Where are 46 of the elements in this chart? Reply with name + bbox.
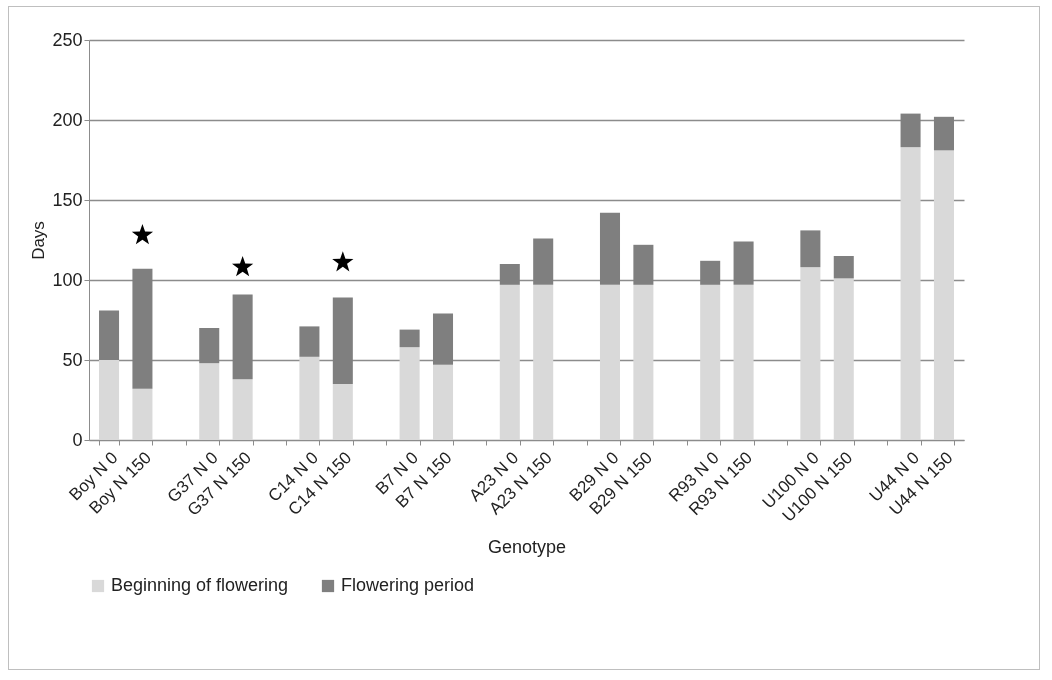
bar xyxy=(733,241,754,285)
bar xyxy=(299,326,320,357)
y-tick-label: 150 xyxy=(52,189,83,210)
y-tick-label: 50 xyxy=(62,349,83,370)
bar xyxy=(633,284,654,440)
bar xyxy=(833,256,854,279)
bar xyxy=(700,284,721,440)
bar xyxy=(499,284,520,440)
bar xyxy=(533,238,554,285)
bar xyxy=(599,212,621,285)
bar xyxy=(800,267,821,440)
bar xyxy=(933,116,954,151)
y-tick-label: 200 xyxy=(52,109,83,130)
bar xyxy=(332,297,353,384)
bar xyxy=(432,313,454,365)
bar xyxy=(132,388,153,440)
bar xyxy=(232,294,253,380)
bar xyxy=(533,284,554,440)
bar xyxy=(833,278,854,440)
bar xyxy=(99,360,120,440)
y-tick-label: 0 xyxy=(72,429,83,450)
x-axis-title: Genotype xyxy=(487,536,567,557)
bar xyxy=(399,329,420,348)
bar xyxy=(633,244,654,285)
bar xyxy=(332,384,353,440)
legend-label: Flowering period xyxy=(341,575,475,595)
legend-label: Beginning of flowering xyxy=(111,575,289,595)
bar xyxy=(199,363,220,440)
bar xyxy=(900,147,921,440)
bar xyxy=(599,284,621,440)
bar xyxy=(900,113,921,148)
bar xyxy=(700,260,721,285)
bar xyxy=(299,356,320,440)
y-tick-label: 100 xyxy=(52,269,83,290)
bar xyxy=(399,347,420,440)
y-axis-title: Days xyxy=(29,221,49,260)
y-tick-label: 250 xyxy=(52,29,83,50)
bar xyxy=(132,268,153,389)
bar xyxy=(232,379,253,440)
bar xyxy=(432,364,454,440)
bar xyxy=(99,310,120,360)
bar xyxy=(499,264,520,285)
bar xyxy=(800,230,821,268)
bar xyxy=(933,150,954,440)
bar xyxy=(733,284,754,440)
bar xyxy=(199,328,220,364)
